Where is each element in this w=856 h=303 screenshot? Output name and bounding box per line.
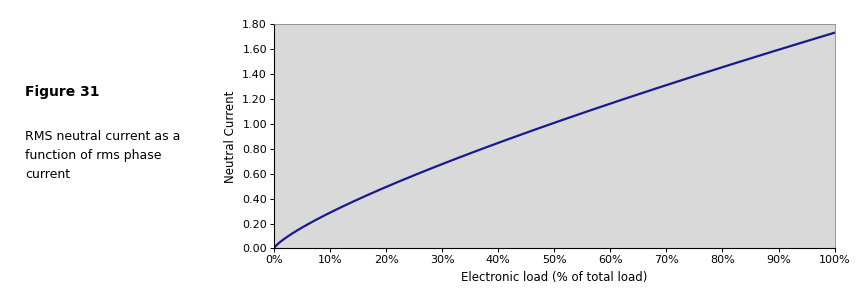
X-axis label: Electronic load (% of total load): Electronic load (% of total load) <box>461 271 647 284</box>
Text: RMS neutral current as a
function of rms phase
current: RMS neutral current as a function of rms… <box>25 130 181 181</box>
Y-axis label: Neutral Current: Neutral Current <box>223 90 236 182</box>
Text: Figure 31: Figure 31 <box>25 85 100 99</box>
